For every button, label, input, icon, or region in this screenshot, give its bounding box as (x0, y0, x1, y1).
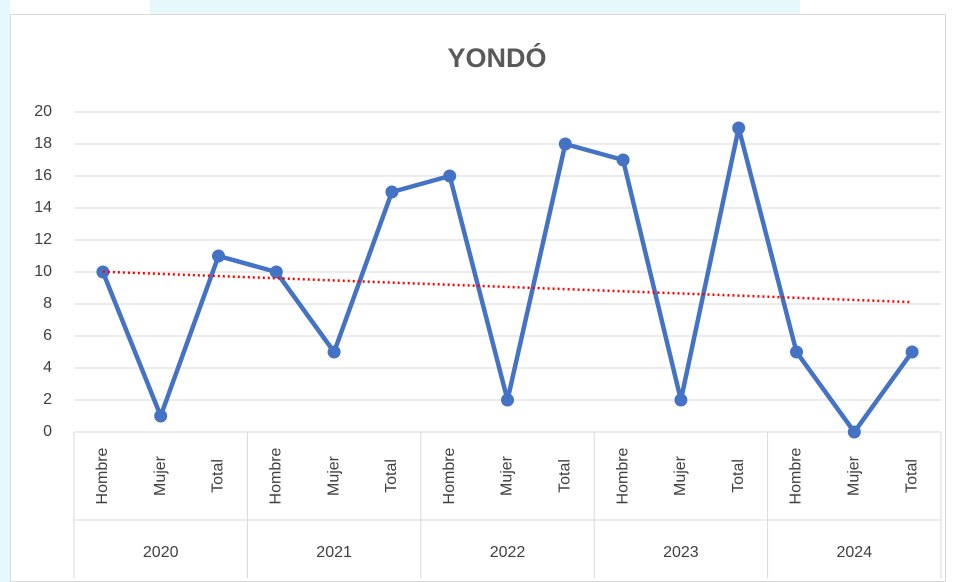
x-tick-label: Hombre (441, 447, 458, 504)
y-tick-label: 16 (34, 167, 52, 184)
x-tick-label: Hombre (614, 447, 631, 504)
x-tick-label: Mujer (152, 455, 169, 496)
x-group-label: 2023 (663, 544, 699, 561)
data-point (443, 169, 457, 183)
data-point (616, 153, 630, 167)
x-group-label: 2021 (316, 544, 352, 561)
data-point (501, 393, 514, 407)
x-tick-label: Hombre (788, 447, 805, 504)
x-tick-label: Mujer (499, 455, 516, 496)
chart-title: YONDÓ (447, 42, 546, 73)
decor (150, 0, 800, 14)
x-tick-label: Hombre (268, 447, 285, 504)
chart-frame (10, 14, 946, 582)
x-tick-label: Hombre (94, 447, 111, 504)
y-tick-label: 18 (34, 135, 52, 152)
data-point (154, 409, 168, 423)
decor (0, 0, 10, 582)
data-point (558, 137, 572, 151)
x-tick-label: Total (383, 459, 400, 493)
data-point (674, 393, 688, 407)
x-group-label: 2024 (837, 544, 873, 561)
data-point (212, 249, 225, 263)
y-tick-label: 10 (34, 263, 52, 280)
y-tick-label: 20 (34, 103, 52, 120)
data-point (847, 425, 861, 439)
y-tick-label: 14 (34, 199, 52, 216)
x-tick-label: Mujer (846, 455, 863, 496)
data-point (327, 345, 341, 359)
y-tick-label: 6 (43, 327, 52, 344)
x-tick-label: Mujer (325, 455, 342, 496)
x-tick-label: Total (730, 459, 747, 493)
data-point (385, 185, 399, 199)
x-tick-label: Mujer (672, 455, 689, 496)
y-tick-label: 4 (43, 359, 52, 376)
data-point (269, 265, 283, 279)
x-tick-label: Total (557, 459, 574, 493)
x-group-label: 2020 (143, 544, 179, 561)
y-tick-label: 12 (34, 231, 52, 248)
y-tick-label: 0 (43, 423, 52, 440)
y-tick-label: 2 (43, 391, 52, 408)
x-tick-label: Total (210, 459, 227, 493)
x-group-label: 2022 (490, 544, 526, 561)
data-point (790, 345, 803, 359)
y-tick-label: 8 (43, 295, 52, 312)
data-point (905, 345, 919, 359)
x-tick-label: Total (903, 459, 920, 493)
data-point (732, 121, 746, 135)
